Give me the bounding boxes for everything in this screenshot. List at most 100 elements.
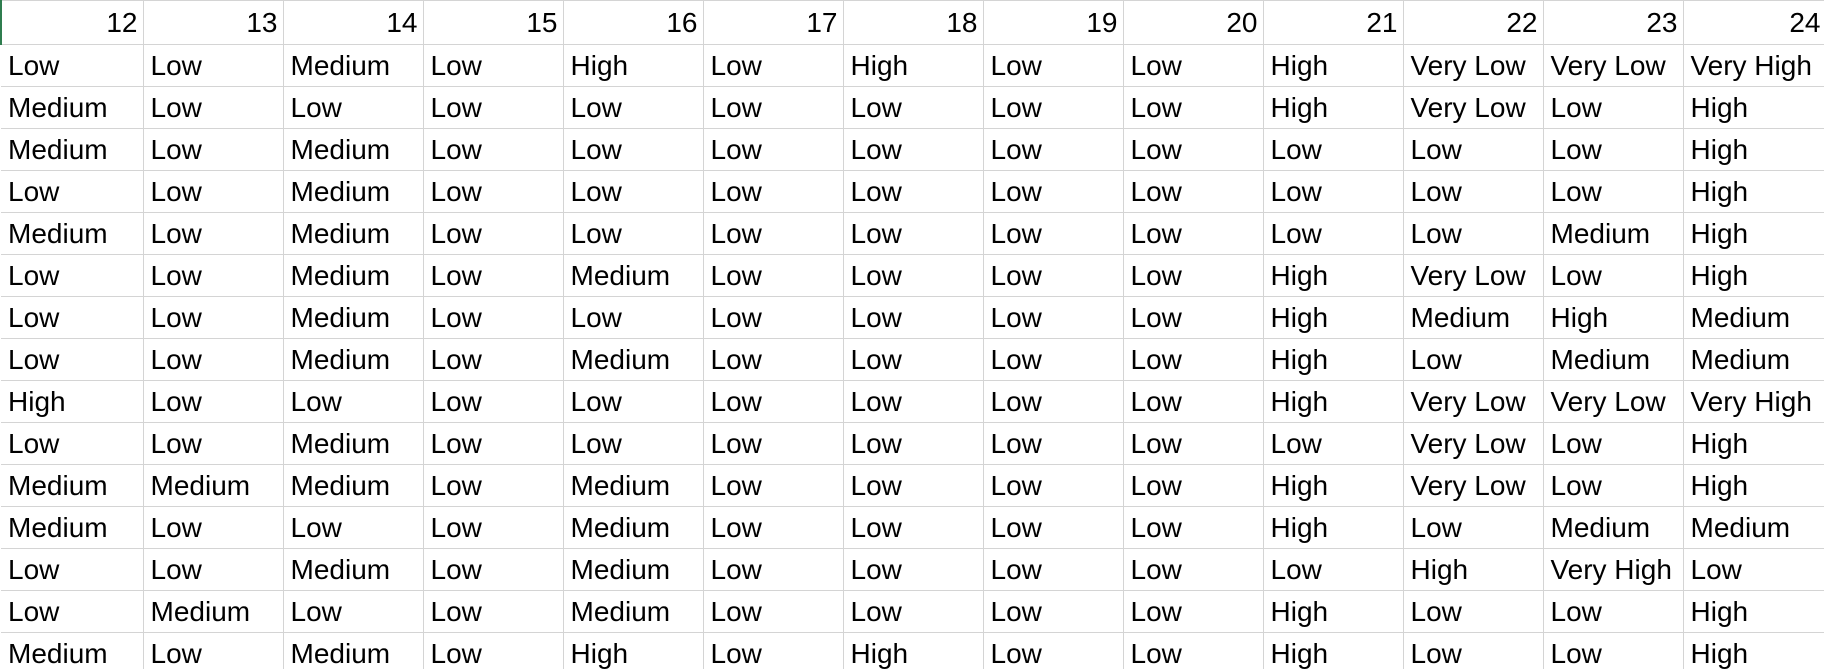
table-cell[interactable]: Medium — [1, 86, 144, 129]
table-cell[interactable]: Medium — [283, 632, 424, 669]
table-cell[interactable]: Low — [283, 590, 424, 633]
header-cell[interactable]: 14 — [283, 0, 424, 45]
table-cell[interactable]: Medium — [563, 548, 704, 591]
table-cell[interactable]: Medium — [283, 44, 424, 87]
table-cell[interactable]: Low — [143, 548, 284, 591]
table-cell[interactable]: Very Low — [1403, 464, 1544, 507]
table-cell[interactable]: High — [1263, 506, 1404, 549]
table-cell[interactable]: Low — [563, 380, 704, 423]
table-cell[interactable]: Low — [143, 86, 284, 129]
table-cell[interactable]: High — [1263, 464, 1404, 507]
table-cell[interactable]: Medium — [143, 590, 284, 633]
table-cell[interactable]: Low — [1123, 212, 1264, 255]
table-cell[interactable]: Medium — [283, 128, 424, 171]
table-cell[interactable]: Low — [1, 44, 144, 87]
table-cell[interactable]: Medium — [283, 212, 424, 255]
table-cell[interactable]: Low — [1543, 254, 1684, 297]
table-cell[interactable]: Medium — [1, 212, 144, 255]
table-cell[interactable]: Low — [423, 86, 564, 129]
table-cell[interactable]: Low — [983, 170, 1124, 213]
table-cell[interactable]: Low — [423, 380, 564, 423]
table-cell[interactable]: Low — [703, 464, 844, 507]
table-cell[interactable]: Low — [1123, 170, 1264, 213]
table-cell[interactable]: Low — [983, 464, 1124, 507]
table-cell[interactable]: Low — [1123, 632, 1264, 669]
table-cell[interactable]: Low — [423, 422, 564, 465]
table-cell[interactable]: Low — [1543, 170, 1684, 213]
table-cell[interactable]: Low — [423, 44, 564, 87]
table-cell[interactable]: High — [1683, 170, 1824, 213]
table-cell[interactable]: High — [563, 44, 704, 87]
table-cell[interactable]: Low — [983, 254, 1124, 297]
table-cell[interactable]: Low — [1123, 464, 1264, 507]
table-cell[interactable]: Low — [1543, 422, 1684, 465]
table-cell[interactable]: Low — [1683, 548, 1824, 591]
table-cell[interactable]: Medium — [1, 506, 144, 549]
header-cell[interactable]: 15 — [423, 0, 564, 45]
table-cell[interactable]: Low — [703, 170, 844, 213]
table-cell[interactable]: Low — [703, 632, 844, 669]
table-cell[interactable]: High — [1263, 590, 1404, 633]
table-cell[interactable]: Medium — [283, 338, 424, 381]
table-cell[interactable]: Low — [1, 338, 144, 381]
table-cell[interactable]: Low — [1263, 548, 1404, 591]
table-cell[interactable]: Low — [143, 632, 284, 669]
table-cell[interactable]: Low — [143, 212, 284, 255]
table-cell[interactable]: Medium — [1543, 506, 1684, 549]
table-cell[interactable]: Low — [423, 506, 564, 549]
table-cell[interactable]: Low — [423, 212, 564, 255]
table-cell[interactable]: High — [843, 632, 984, 669]
header-cell[interactable]: 23 — [1543, 0, 1684, 45]
table-cell[interactable]: Low — [1543, 464, 1684, 507]
table-cell[interactable]: Low — [143, 506, 284, 549]
table-cell[interactable]: Low — [1543, 86, 1684, 129]
table-cell[interactable]: Low — [703, 44, 844, 87]
table-cell[interactable]: High — [1683, 254, 1824, 297]
table-cell[interactable]: Low — [843, 212, 984, 255]
table-cell[interactable]: Low — [283, 506, 424, 549]
table-cell[interactable]: Medium — [1683, 338, 1824, 381]
table-cell[interactable]: Very High — [1683, 44, 1824, 87]
table-cell[interactable]: High — [1263, 296, 1404, 339]
table-cell[interactable]: Low — [703, 338, 844, 381]
table-cell[interactable]: Low — [423, 590, 564, 633]
table-cell[interactable]: Low — [703, 86, 844, 129]
table-cell[interactable]: Low — [423, 170, 564, 213]
table-cell[interactable]: Low — [423, 338, 564, 381]
table-cell[interactable]: Low — [703, 590, 844, 633]
table-cell[interactable]: High — [1263, 380, 1404, 423]
table-cell[interactable]: Medium — [143, 464, 284, 507]
table-cell[interactable]: Low — [423, 464, 564, 507]
table-cell[interactable]: Very High — [1683, 380, 1824, 423]
table-cell[interactable]: Low — [843, 170, 984, 213]
header-cell[interactable]: 21 — [1263, 0, 1404, 45]
table-cell[interactable]: Low — [843, 548, 984, 591]
table-cell[interactable]: Low — [703, 380, 844, 423]
table-cell[interactable]: Medium — [283, 254, 424, 297]
table-cell[interactable]: Low — [843, 422, 984, 465]
header-cell[interactable]: 17 — [703, 0, 844, 45]
table-cell[interactable]: High — [1263, 86, 1404, 129]
header-cell[interactable]: 16 — [563, 0, 704, 45]
header-cell[interactable]: 18 — [843, 0, 984, 45]
table-cell[interactable]: High — [1403, 548, 1544, 591]
table-cell[interactable]: Low — [843, 86, 984, 129]
table-cell[interactable]: Low — [1123, 86, 1264, 129]
table-cell[interactable]: Low — [703, 296, 844, 339]
table-cell[interactable]: Low — [1, 422, 144, 465]
table-cell[interactable]: Low — [983, 380, 1124, 423]
table-cell[interactable]: High — [1683, 422, 1824, 465]
table-cell[interactable]: Low — [563, 86, 704, 129]
table-cell[interactable]: Low — [563, 296, 704, 339]
table-cell[interactable]: High — [843, 44, 984, 87]
table-cell[interactable]: Low — [1123, 128, 1264, 171]
table-cell[interactable]: Very Low — [1403, 380, 1544, 423]
table-cell[interactable]: Low — [843, 506, 984, 549]
table-cell[interactable]: Medium — [1403, 296, 1544, 339]
table-cell[interactable]: Medium — [283, 170, 424, 213]
table-cell[interactable]: Medium — [283, 548, 424, 591]
table-cell[interactable]: Low — [983, 296, 1124, 339]
table-cell[interactable]: Low — [983, 422, 1124, 465]
table-cell[interactable]: Low — [983, 44, 1124, 87]
table-cell[interactable]: Low — [1543, 590, 1684, 633]
